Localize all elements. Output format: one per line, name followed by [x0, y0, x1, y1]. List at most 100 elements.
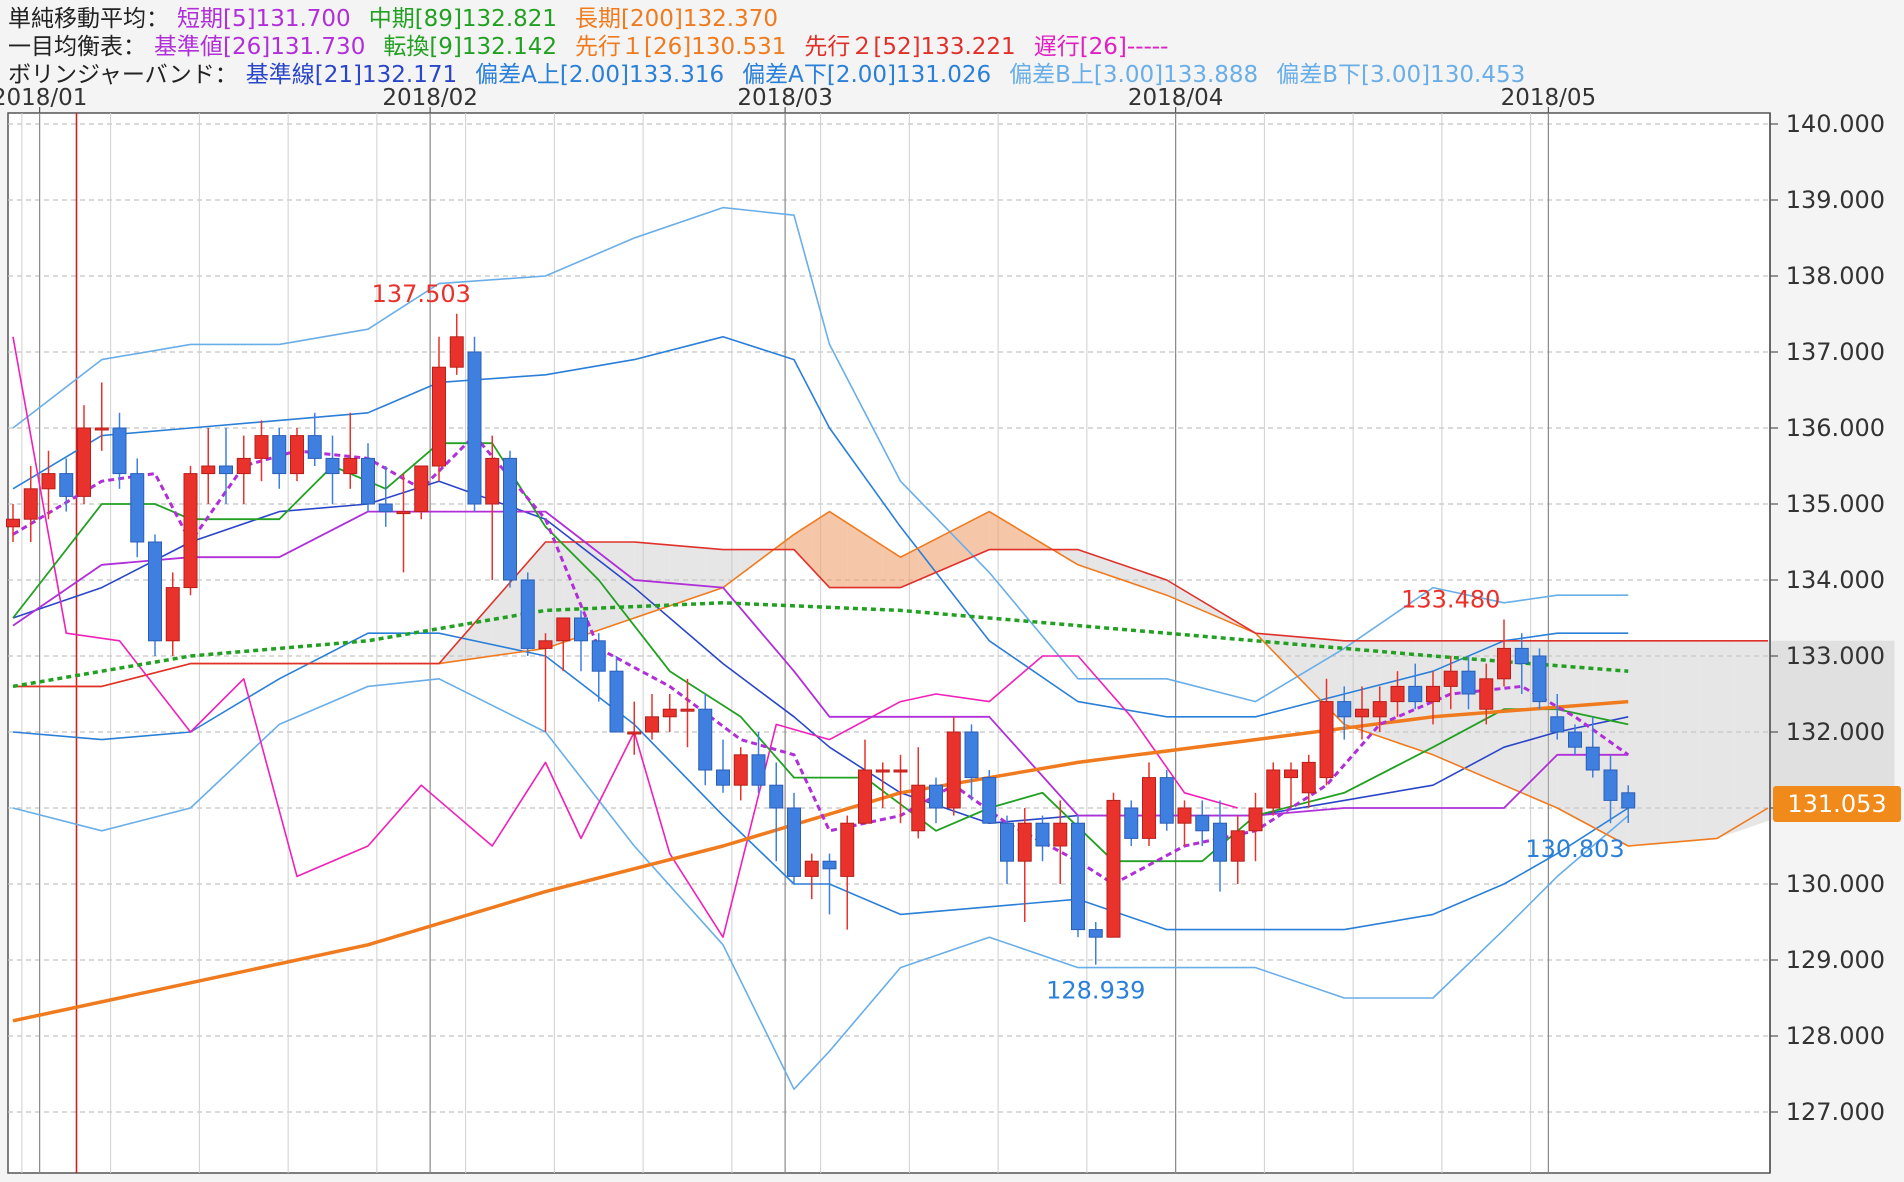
candle-body: [538, 640, 553, 649]
candle-body: [1408, 685, 1423, 703]
cloud-segment: [474, 602, 493, 659]
cloud-segment: [1788, 640, 1806, 815]
candle-body: [804, 860, 819, 877]
candle-body: [1266, 769, 1281, 809]
y-tick-label: 138.000: [1786, 262, 1885, 290]
cloud-segment: [1770, 640, 1788, 821]
indicator-line: [12, 434, 1630, 886]
candle-body: [1585, 746, 1600, 771]
candle-body: [520, 579, 535, 649]
candle-body: [77, 427, 91, 497]
candle-body: [1621, 792, 1636, 809]
cloud-segment: [865, 534, 883, 588]
candle-body: [1603, 769, 1618, 801]
x-tick-label: 2018/04: [1128, 85, 1224, 111]
cloud-segment: [847, 523, 865, 588]
candle-body: [840, 822, 855, 877]
cloud-segment: [900, 548, 919, 588]
candle-body: [1088, 929, 1103, 938]
candle-body: [1284, 769, 1298, 779]
candle-body: [130, 473, 145, 543]
x-tick-label: 2018/03: [737, 85, 833, 111]
annotations: 137.503 133.480 128.939 130.803: [372, 280, 1625, 1005]
candle-body: [1390, 685, 1405, 703]
cloud-segment: [652, 543, 670, 612]
candle-body: [1035, 822, 1050, 847]
candle-body: [343, 457, 358, 475]
cloud-segment: [705, 548, 723, 594]
candle-body: [574, 617, 588, 642]
candle-body: [378, 503, 393, 513]
plot-area: [7, 112, 1771, 1174]
cloud-segment: [492, 582, 510, 656]
candle-body: [627, 731, 642, 735]
candle-body: [183, 473, 198, 589]
legend-item: 基準値[26]131.730: [154, 34, 365, 60]
y-axis: 140.000 139.000 138.000 137.000 136.000 135.0…: [1770, 110, 1885, 1126]
candle-body: [6, 518, 20, 528]
cloud-segment: [1805, 640, 1824, 808]
candle-body: [1230, 830, 1245, 862]
y-tick-label: 134.000: [1786, 566, 1885, 594]
candle-body: [858, 769, 872, 824]
cloud-segment: [794, 523, 812, 569]
cloud-segment: [829, 511, 848, 588]
candle-body: [41, 473, 56, 490]
candle-body: [1177, 807, 1192, 824]
cloud-segment: [1415, 640, 1433, 755]
y-tick-label: 137.000: [1786, 338, 1885, 366]
legend-item: 単純移動平均：: [8, 6, 169, 32]
legend-item: 一目均衡表：: [8, 34, 146, 60]
cloud-segment: [1024, 532, 1043, 550]
candle-body: [769, 784, 784, 809]
candle-body: [1017, 822, 1032, 862]
y-tick-label: 139.000: [1786, 186, 1885, 214]
legend-item: 転換[9]132.142: [383, 34, 557, 60]
candle-body: [982, 777, 997, 824]
current-price-tag-bg: [1773, 785, 1901, 822]
cloud-segment: [811, 511, 830, 588]
candle-body: [432, 366, 446, 467]
legend-item: 中期[89]132.821: [369, 6, 557, 32]
price-annotation: 130.803: [1525, 835, 1624, 863]
legend-item: 遅行[26]-----: [1034, 34, 1169, 60]
y-tick-label: 132.000: [1786, 718, 1885, 746]
candle-body: [1497, 647, 1511, 680]
y-tick-label: 140.000: [1786, 110, 1885, 138]
x-axis: 2018/01 2018/02 2018/03 2018/04 2018/05: [0, 85, 1596, 113]
candle-body: [1479, 678, 1494, 710]
current-price-label: 131.053: [1787, 790, 1886, 818]
legend-item: 偏差B下[3.00]130.453: [1276, 62, 1525, 88]
grid-lines: [8, 113, 1770, 1173]
candle-body: [1106, 799, 1121, 938]
y-tick-label: 130.000: [1786, 870, 1885, 898]
cloud-segment: [723, 549, 741, 588]
cloud-segment: [1699, 640, 1717, 840]
indicator-line: [12, 336, 1238, 939]
candle-body: [751, 754, 766, 786]
candle-body: [1000, 822, 1014, 862]
candle-body: [680, 708, 695, 712]
price-annotation: 137.503: [372, 280, 471, 308]
legend-item: 偏差A下[2.00]131.026: [742, 62, 991, 88]
cloud-segment: [1734, 640, 1753, 833]
candle-body: [290, 435, 304, 475]
cloud-segment: [563, 542, 581, 643]
price-annotation: 128.939: [1046, 977, 1145, 1005]
cloud-segment: [1859, 640, 1877, 808]
legend-item: 基準線[21]132.171: [246, 62, 457, 88]
cloud-segment: [1628, 640, 1646, 846]
cloud-segment: [1557, 640, 1575, 818]
candle-body: [591, 640, 606, 672]
candle-body: [1248, 807, 1263, 832]
candle-body: [361, 457, 375, 505]
candle-body: [875, 769, 890, 773]
candle-body: [1355, 708, 1369, 718]
candle-body: [236, 457, 251, 475]
indicator-line: [12, 335, 1629, 718]
candle-body: [1426, 685, 1440, 703]
candle-body: [946, 731, 961, 809]
candle-body: [1124, 807, 1139, 839]
y-tick-label: 136.000: [1786, 414, 1885, 442]
